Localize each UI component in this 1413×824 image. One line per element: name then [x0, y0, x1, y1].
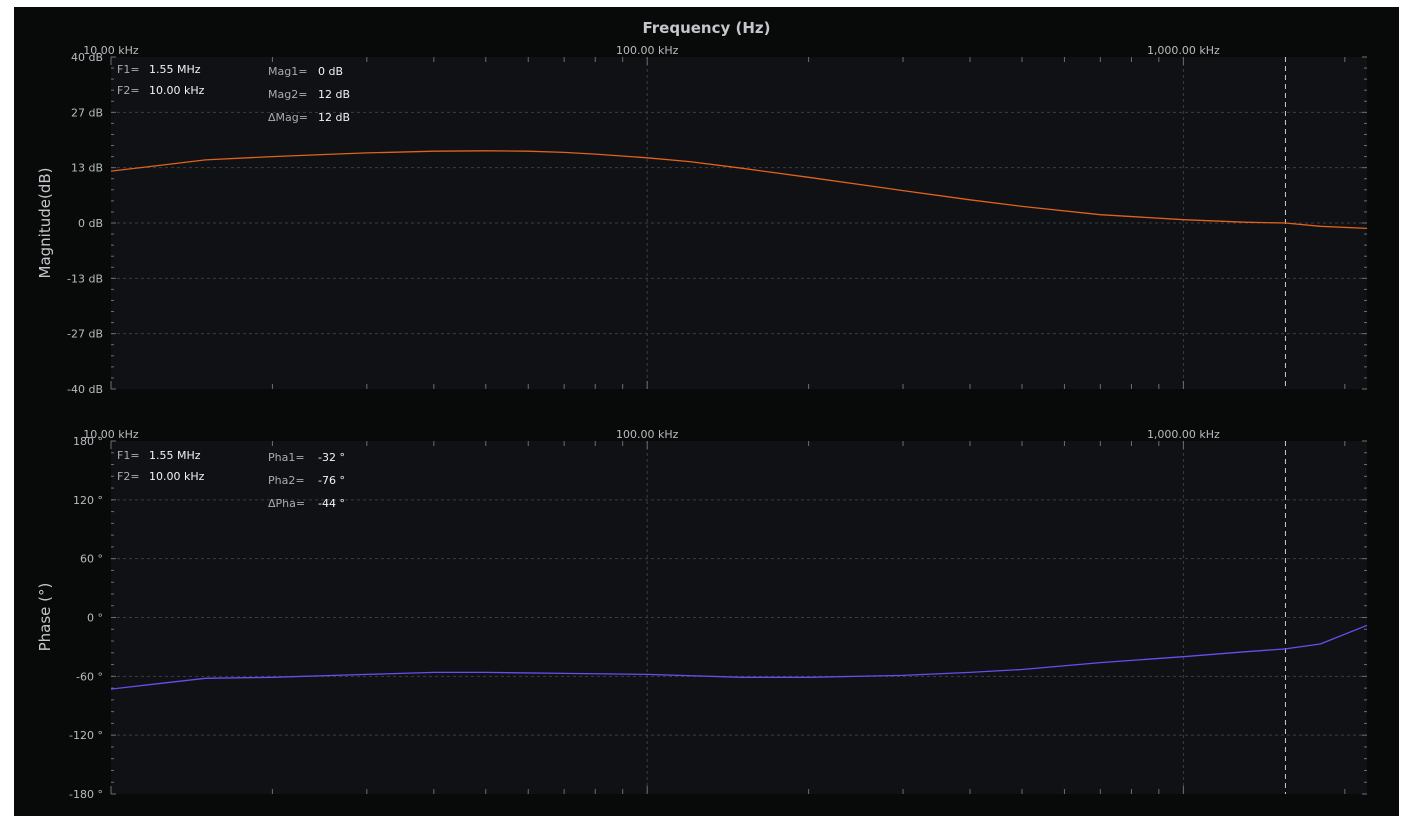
phase-readout-f2-value: 10.00 kHz — [149, 470, 205, 483]
frequency-axis-title: Frequency (Hz) — [642, 19, 771, 37]
magnitude-readout-delta-value: 12 dB — [318, 111, 350, 124]
phase-readout-delta-value: -44 ° — [318, 497, 345, 510]
magnitude-readout-f1-value: 1.55 MHz — [149, 63, 201, 76]
magnitude-readout-f2-label: F2= — [117, 84, 140, 97]
phase-readout-delta-label: ΔPha= — [268, 497, 305, 510]
phase-y-tick-label: -180 ° — [69, 788, 103, 801]
magnitude-panel: 40 dB 27 dB 13 dB 0 dB -13 dB -27 dB -40 dB 10.… — [36, 44, 1368, 396]
magnitude-y-tick-label: -13 dB — [67, 272, 103, 285]
phase-readout-value2-label: Pha2= — [268, 474, 305, 487]
magnitude-readout-value2-value: 12 dB — [318, 88, 350, 101]
phase-x-tick-label: 10.00 kHz — [83, 428, 139, 441]
magnitude-y-tick-label: 13 dB — [71, 162, 103, 175]
phase-readout-value1-value: -32 ° — [318, 451, 345, 464]
phase-y-tick-label: 0 ° — [87, 612, 103, 625]
magnitude-readout-f1-label: F1= — [117, 63, 140, 76]
magnitude-y-tick-label: 27 dB — [71, 106, 103, 119]
magnitude-y-tick-label: -27 dB — [67, 328, 103, 341]
magnitude-readout-value1-label: Mag1= — [268, 65, 307, 78]
magnitude-y-tick-label: 0 dB — [78, 217, 103, 230]
magnitude-trace — [110, 150, 1368, 230]
phase-readout-f1-value: 1.55 MHz — [149, 449, 201, 462]
phase-y-tick-label: -120 ° — [69, 729, 103, 742]
bode-plots: 40 dB 27 dB 13 dB 0 dB -13 dB -27 dB -40 dB 10.… — [36, 44, 1368, 801]
phase-trace — [110, 624, 1368, 690]
phase-y-tick-label: 120 ° — [73, 494, 103, 507]
bode-plot-frame: Frequency (Hz) 40 dB 27 dB 13 dB 0 dB -13 dB… — [14, 7, 1399, 816]
phase-x-tick-label: 100.00 kHz — [616, 428, 679, 441]
phase-y-axis-title: Phase (°) — [36, 583, 54, 652]
phase-x-tick-label: 1,000.00 kHz — [1147, 428, 1220, 441]
magnitude-readout-value1-value: 0 dB — [318, 65, 343, 78]
magnitude-x-tick-label: 1,000.00 kHz — [1147, 44, 1220, 57]
magnitude-readout-delta-label: ΔMag= — [268, 111, 308, 124]
magnitude-x-tick-label: 100.00 kHz — [616, 44, 679, 57]
magnitude-y-tick-label: 40 dB — [71, 51, 103, 64]
phase-y-tick-label: -60 ° — [76, 670, 103, 683]
magnitude-y-axis-title: Magnitude(dB) — [36, 168, 54, 279]
magnitude-readout-value2-label: Mag2= — [268, 88, 307, 101]
magnitude-y-tick-label: -40 dB — [67, 383, 103, 396]
phase-y-tick-label: 180 ° — [73, 435, 103, 448]
phase-readout-value1-label: Pha1= — [268, 451, 305, 464]
magnitude-x-tick-label: 10.00 kHz — [83, 44, 139, 57]
phase-y-tick-label: 60 ° — [80, 553, 103, 566]
phase-readout-value2-value: -76 ° — [318, 474, 345, 487]
phase-readout-f1-label: F1= — [117, 449, 140, 462]
magnitude-readout-f2-value: 10.00 kHz — [149, 84, 205, 97]
phase-panel: 180 ° 120 ° 60 ° 0 ° -60 ° -120 ° -180 ° 10.00 … — [36, 428, 1368, 801]
phase-readout-f2-label: F2= — [117, 470, 140, 483]
